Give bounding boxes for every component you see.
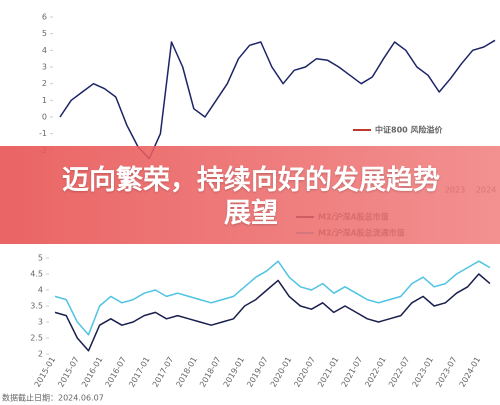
x-tick-label: 2020-01 (269, 355, 294, 388)
banner-title: 迈向繁荣，持续向好的发展趋势展望 (62, 165, 440, 229)
x-tick-label: 2019-01 (222, 355, 247, 388)
x-tick-label: 2016-01 (80, 355, 105, 388)
x-tick-label: 2015-07 (56, 355, 81, 388)
y-tick-label: 6 (42, 13, 47, 22)
y-tick-label: 5 (38, 254, 43, 263)
x-tick-label: 2017-01 (127, 355, 152, 388)
x-tick-label: 2023-01 (411, 355, 436, 388)
x-tick-label: 2021-01 (316, 355, 341, 388)
y-tick-label: 4 (38, 286, 43, 295)
y-tick-label: 3 (42, 63, 47, 72)
y-tick-label: 2 (38, 350, 43, 359)
x-tick-label: 2018-07 (198, 355, 223, 388)
x-tick-label: 2018-01 (174, 355, 199, 388)
x-tick-label: 2017-07 (151, 355, 176, 388)
y-tick-label: 3.5 (30, 302, 43, 311)
source-note: 数据截止日期：2024.06.07 (2, 393, 104, 403)
y-tick-label: 2 (42, 79, 47, 88)
x-tick-label: 2022-01 (363, 355, 388, 388)
x-tick-label: 2016-07 (104, 355, 129, 388)
series-line (54, 260, 491, 336)
banner: 迈向繁荣，持续向好的发展趋势展望 (0, 146, 500, 244)
x-tick-label: 2020-07 (292, 355, 317, 388)
y-tick-label: 2.5 (30, 334, 43, 343)
series-line (54, 273, 491, 352)
x-tick-label: 2019-07 (245, 355, 270, 388)
x-tick-label: 2022-07 (387, 355, 412, 388)
x-tick-label: 2024-01 (458, 355, 483, 388)
y-tick-label: 0 (42, 113, 47, 122)
y-tick-label: 3 (38, 318, 43, 327)
x-tick-label: 2021-07 (340, 355, 365, 388)
legend-label: 中证800 风险溢价 (375, 125, 443, 135)
y-tick-label: 4 (42, 46, 47, 55)
x-tick-label: 2023-07 (434, 355, 459, 388)
y-tick-label: 4.5 (30, 270, 43, 279)
x-tick-label: 2015-01 (33, 355, 58, 388)
y-tick-label: 1 (42, 96, 47, 105)
series-line (59, 39, 496, 160)
y-tick-label: 5 (42, 29, 47, 38)
y-tick-label: -1 (39, 129, 47, 138)
